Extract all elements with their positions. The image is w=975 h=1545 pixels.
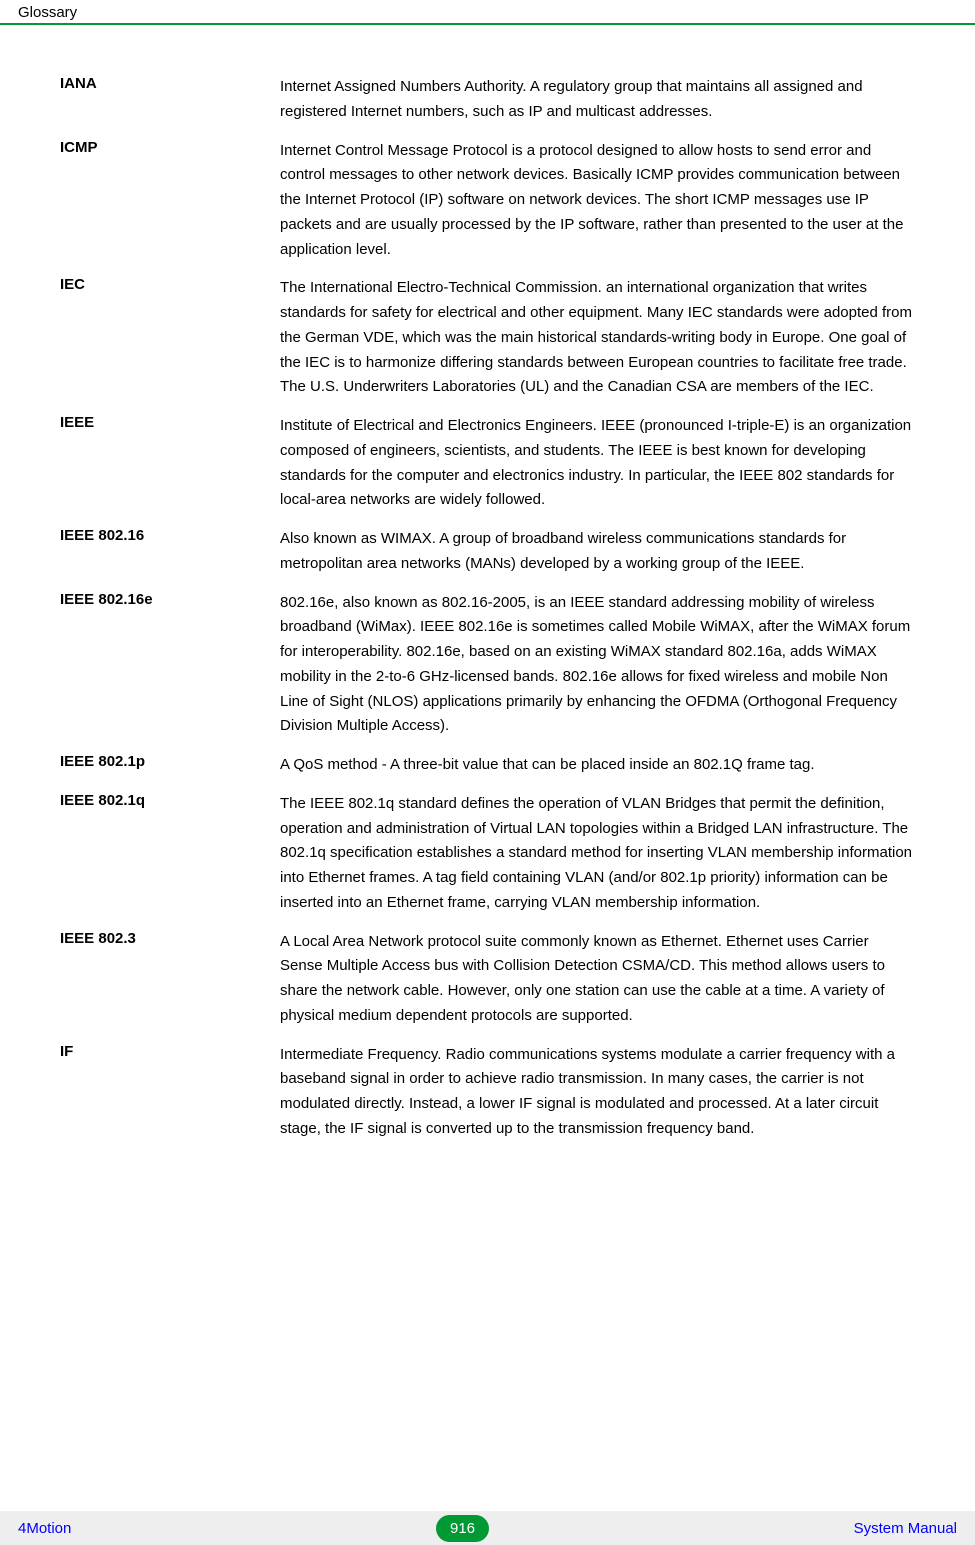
page-header: Glossary	[0, 0, 975, 25]
glossary-definition: The IEEE 802.1q standard defines the ope…	[280, 792, 915, 916]
glossary-definition: Also known as WIMAX. A group of broadban…	[280, 527, 915, 577]
glossary-entry: IF Intermediate Frequency. Radio communi…	[60, 1043, 915, 1142]
glossary-definition: A Local Area Network protocol suite comm…	[280, 930, 915, 1029]
glossary-entry: IEEE 802.1q The IEEE 802.1q standard def…	[60, 792, 915, 916]
glossary-entry: IEEE 802.16e 802.16e, also known as 802.…	[60, 591, 915, 740]
glossary-entry: IEC The International Electro-Technical …	[60, 276, 915, 400]
glossary-entry: IEEE 802.16 Also known as WIMAX. A group…	[60, 527, 915, 577]
glossary-term: IEEE 802.1p	[60, 753, 280, 778]
glossary-term: IF	[60, 1043, 280, 1142]
page-footer: 4Motion 916 System Manual	[0, 1511, 975, 1545]
glossary-definition: The International Electro-Technical Comm…	[280, 276, 915, 400]
glossary-term: IEEE 802.1q	[60, 792, 280, 916]
glossary-entry: IEEE 802.3 A Local Area Network protocol…	[60, 930, 915, 1029]
glossary-term: IEEE 802.16	[60, 527, 280, 577]
glossary-definition: A QoS method - A three-bit value that ca…	[280, 753, 915, 778]
footer-manual-link[interactable]: System Manual	[854, 1520, 957, 1537]
glossary-definition: Intermediate Frequency. Radio communicat…	[280, 1043, 915, 1142]
glossary-definition: Internet Assigned Numbers Authority. A r…	[280, 75, 915, 125]
glossary-entry: ICMP Internet Control Message Protocol i…	[60, 139, 915, 263]
glossary-definition: Institute of Electrical and Electronics …	[280, 414, 915, 513]
glossary-definition: 802.16e, also known as 802.16-2005, is a…	[280, 591, 915, 740]
glossary-content: IANA Internet Assigned Numbers Authority…	[0, 25, 975, 1142]
footer-product-link[interactable]: 4Motion	[18, 1520, 71, 1537]
glossary-term: IEEE 802.16e	[60, 591, 280, 740]
glossary-term: ICMP	[60, 139, 280, 263]
glossary-term: IEEE 802.3	[60, 930, 280, 1029]
glossary-definition: Internet Control Message Protocol is a p…	[280, 139, 915, 263]
glossary-entry: IEEE Institute of Electrical and Electro…	[60, 414, 915, 513]
glossary-term: IANA	[60, 75, 280, 125]
page-number: 916	[436, 1515, 489, 1542]
glossary-entry: IEEE 802.1p A QoS method - A three-bit v…	[60, 753, 915, 778]
glossary-entry: IANA Internet Assigned Numbers Authority…	[60, 75, 915, 125]
glossary-term: IEC	[60, 276, 280, 400]
glossary-term: IEEE	[60, 414, 280, 513]
page-header-title: Glossary	[18, 4, 77, 21]
